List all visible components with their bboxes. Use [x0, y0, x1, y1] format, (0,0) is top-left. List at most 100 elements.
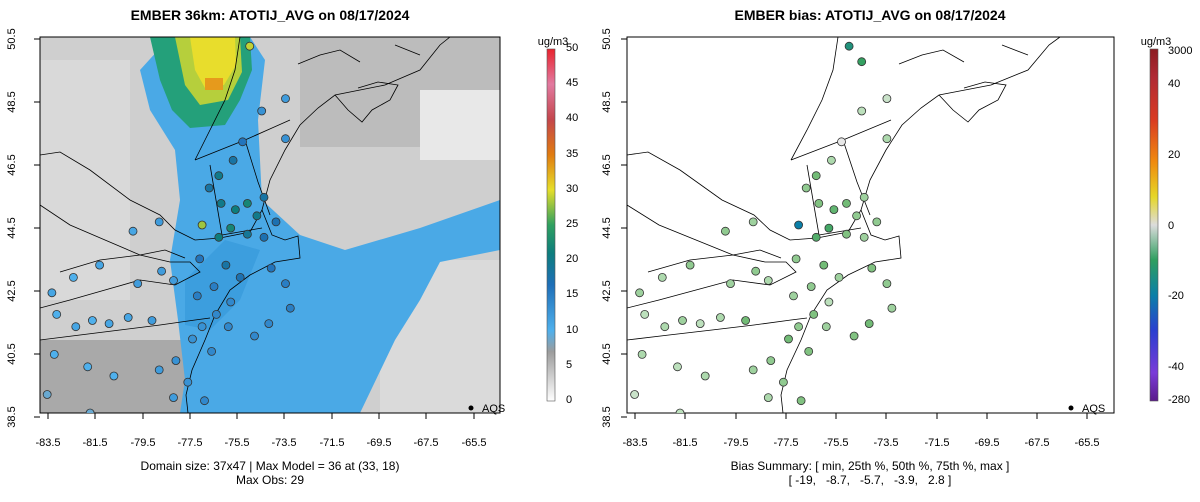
obs-point — [842, 198, 851, 208]
obs-point — [226, 223, 236, 233]
left-colorbar-tick: 45 — [566, 77, 578, 89]
coastline-nova-scotia — [938, 81, 1007, 123]
obs-point — [169, 276, 178, 285]
obs-point — [47, 288, 57, 298]
left-colorbar-tick: 20 — [566, 253, 578, 265]
obs-point — [223, 322, 233, 332]
obs-point — [242, 229, 252, 239]
obs-point — [716, 313, 725, 322]
obs-point — [252, 211, 262, 221]
obs-point — [741, 316, 750, 325]
obs-point — [827, 155, 836, 165]
obs-point — [887, 303, 897, 313]
right-x-tick: -79.5 — [723, 437, 748, 449]
left-colorbar-tick: 50 — [566, 42, 578, 54]
obs-point — [859, 232, 869, 242]
obs-point — [157, 266, 167, 276]
obs-point — [763, 276, 773, 285]
left-chart-title: EMBER 36km: ATOTIJ_AVG on 08/17/2024 — [131, 7, 410, 23]
right-caption-line-1: Bias Summary: [ min, 25th %, 50th %, 75t… — [731, 459, 1010, 473]
obs-point — [791, 254, 801, 264]
obs-point — [630, 390, 639, 399]
left-y-axis: 38.5 40.5 42.5 44.5 46.5 48.5 50.5 — [6, 28, 40, 428]
obs-point — [133, 279, 143, 289]
left-colorbar-tick: 30 — [566, 183, 578, 195]
left-colorbar-tick: 10 — [566, 324, 578, 336]
field-blue-plume — [140, 37, 500, 413]
obs-point — [281, 134, 290, 144]
border-pennsylvania — [40, 317, 211, 341]
right-x-tick: -83.5 — [622, 437, 647, 449]
right-colorbar-gradient — [1149, 48, 1159, 402]
obs-point — [789, 291, 798, 301]
obs-point — [69, 272, 78, 282]
obs-point — [216, 198, 226, 208]
obs-point — [49, 349, 59, 359]
obs-point — [657, 272, 667, 282]
left-x-tick: -65.5 — [461, 437, 486, 449]
obs-point — [228, 155, 238, 165]
left-x-tick: -77.5 — [177, 437, 202, 449]
right-colorbar: ug/m3 3000 40 20 0 -20 -40 -280 — [1141, 36, 1193, 406]
obs-point — [726, 279, 735, 289]
obs-point — [207, 346, 217, 356]
left-colorbar-tick: 15 — [566, 288, 578, 300]
left-colorbar-tick: 5 — [566, 359, 572, 371]
obs-point — [685, 260, 695, 270]
obs-point — [259, 192, 269, 202]
obs-point — [801, 183, 811, 193]
left-x-tick: -71.5 — [319, 437, 344, 449]
right-x-axis: -83.5 -81.5 -79.5 -77.5 -75.5 -73.5 -71.… — [622, 413, 1100, 449]
right-y-tick: 46.5 — [601, 154, 613, 175]
right-y-tick: 42.5 — [601, 280, 613, 301]
obs-point — [242, 198, 252, 208]
obs-point — [226, 297, 236, 307]
obs-point — [804, 346, 814, 356]
obs-point — [230, 205, 240, 215]
right-colorbar-tick: 20 — [1168, 149, 1180, 161]
left-y-tick: 50.5 — [6, 28, 18, 49]
obs-point — [52, 309, 62, 319]
obs-point — [271, 217, 281, 227]
left-colorbar-ticks: 0 5 10 15 20 25 30 35 40 45 50 — [566, 42, 578, 406]
right-x-tick: -81.5 — [672, 437, 697, 449]
obs-point — [147, 316, 157, 325]
obs-point — [195, 254, 205, 264]
right-colorbar-ticks: 3000 40 20 0 -20 -40 -280 — [1168, 45, 1192, 406]
obs-point — [751, 266, 761, 276]
obs-point — [859, 192, 869, 202]
obs-point — [748, 217, 758, 227]
obs-point — [169, 393, 178, 403]
obs-point — [211, 309, 221, 319]
left-legend-marker — [468, 405, 474, 411]
obs-point — [154, 365, 164, 375]
obs-point — [221, 260, 231, 270]
obs-point — [104, 319, 114, 329]
obs-point — [794, 220, 803, 230]
left-plot-frame — [39, 36, 501, 414]
coastline-great-lakes — [40, 204, 201, 309]
left-colorbar-unit: ug/m3 — [538, 36, 569, 48]
obs-point — [209, 282, 219, 292]
obs-point — [834, 272, 844, 282]
obs-point — [192, 291, 202, 301]
left-colorbar-gradient — [546, 48, 556, 402]
field-yellow-north — [190, 37, 236, 88]
obs-point — [882, 279, 892, 289]
obs-point — [183, 377, 193, 387]
right-y-tick: 48.5 — [601, 91, 613, 112]
obs-point — [763, 393, 773, 403]
obs-point — [197, 220, 207, 230]
border-quebec — [790, 37, 839, 161]
obs-point — [675, 408, 685, 413]
obs-point — [829, 205, 839, 215]
left-caption-line-2: Max Obs: 29 — [236, 473, 304, 487]
field-light-west — [40, 60, 130, 300]
left-y-tick: 48.5 — [6, 91, 18, 112]
coastline-gaspe — [898, 44, 1029, 65]
obs-point — [259, 232, 269, 242]
obs-point — [197, 322, 207, 332]
obs-point — [266, 263, 276, 273]
obs-point — [882, 94, 892, 103]
